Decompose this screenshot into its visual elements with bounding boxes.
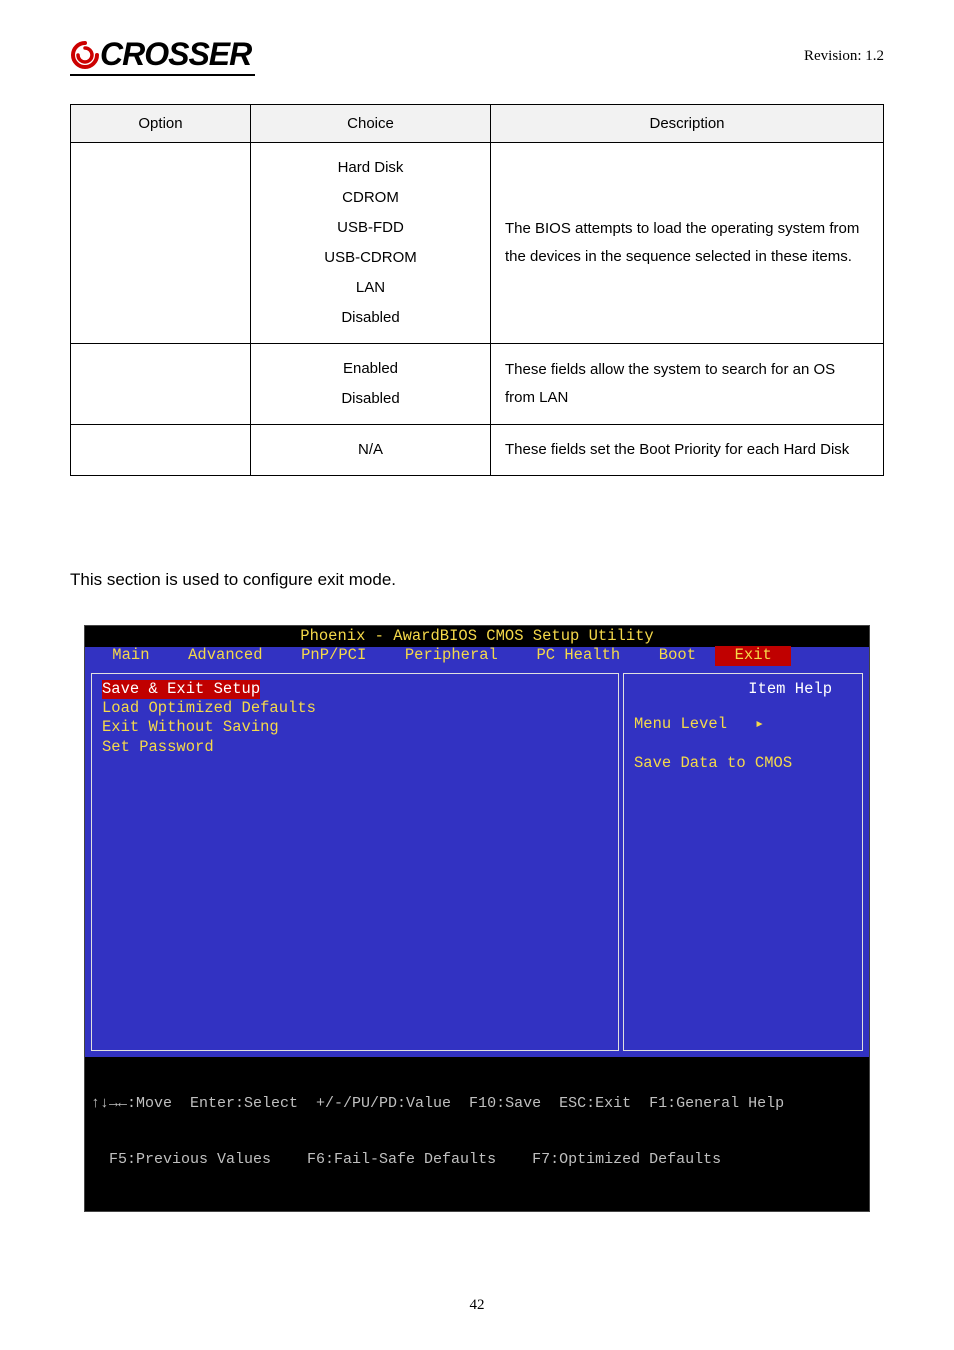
bios-screenshot: Phoenix - AwardBIOS CMOS Setup Utility M… (84, 625, 870, 1211)
logo: CROSSER (70, 36, 255, 76)
section-intro: This section is used to configure exit m… (70, 566, 884, 593)
options-table: Option Choice Description Hard DiskCDROM… (70, 104, 884, 476)
col-option: Option (71, 105, 251, 143)
col-description: Description (491, 105, 884, 143)
bios-menu-item[interactable]: Set Password (102, 738, 608, 757)
page-header: CROSSER Revision: 1.2 (70, 36, 884, 76)
bios-footer: ↑↓→←:Move Enter:Select +/-/PU/PD:Value F… (85, 1057, 869, 1211)
logo-swirl-icon (70, 40, 100, 70)
bios-help-text: Menu Level ▸ Save Data to CMOS (634, 715, 852, 773)
choice-cell: Hard DiskCDROMUSB-FDDUSB-CDROMLANDisable… (251, 143, 491, 344)
bios-menubar: Main Advanced PnP/PCI Peripheral PC Heal… (85, 647, 869, 666)
bios-left-panel: Save & Exit SetupLoad Optimized Defaults… (91, 673, 619, 1051)
revision-text: Revision: 1.2 (804, 48, 884, 65)
bios-menu-item[interactable]: Save & Exit Setup (102, 680, 260, 699)
option-cell (71, 344, 251, 425)
bios-menu-item[interactable]: Load Optimized Defaults (102, 699, 608, 718)
choice-cell: EnabledDisabled (251, 344, 491, 425)
option-cell (71, 143, 251, 344)
description-cell: The BIOS attempts to load the operating … (491, 143, 884, 344)
description-cell: These fields set the Boot Priority for e… (491, 425, 884, 476)
bios-footer-line2: F5:Previous Values F6:Fail-Safe Defaults… (91, 1151, 863, 1170)
logo-text: CROSSER (100, 36, 251, 73)
option-cell (71, 425, 251, 476)
bios-title: Phoenix - AwardBIOS CMOS Setup Utility (85, 626, 869, 646)
bios-tab[interactable]: PC Health (517, 646, 639, 665)
bios-help-title: Item Help (634, 680, 852, 699)
bios-right-panel: Item Help Menu Level ▸ Save Data to CMOS (623, 673, 863, 1051)
bios-tab[interactable]: Advanced (169, 646, 282, 665)
bios-tab[interactable]: Main (93, 646, 169, 665)
description-cell: These fields allow the system to search … (491, 344, 884, 425)
bios-tab[interactable]: Peripheral (386, 646, 518, 665)
bios-footer-line1: ↑↓→←:Move Enter:Select +/-/PU/PD:Value F… (91, 1095, 863, 1114)
col-choice: Choice (251, 105, 491, 143)
bios-tab[interactable]: Exit (715, 646, 791, 665)
bios-tab[interactable]: PnP/PCI (282, 646, 386, 665)
bios-menu-item[interactable]: Exit Without Saving (102, 718, 608, 737)
bios-tab[interactable]: Boot (640, 646, 716, 665)
page-number: 42 (0, 1297, 954, 1314)
choice-cell: N/A (251, 425, 491, 476)
